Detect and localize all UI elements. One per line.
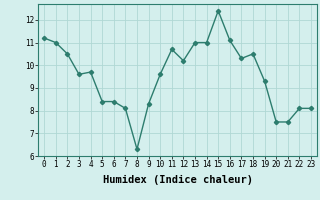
X-axis label: Humidex (Indice chaleur): Humidex (Indice chaleur) — [103, 175, 252, 185]
